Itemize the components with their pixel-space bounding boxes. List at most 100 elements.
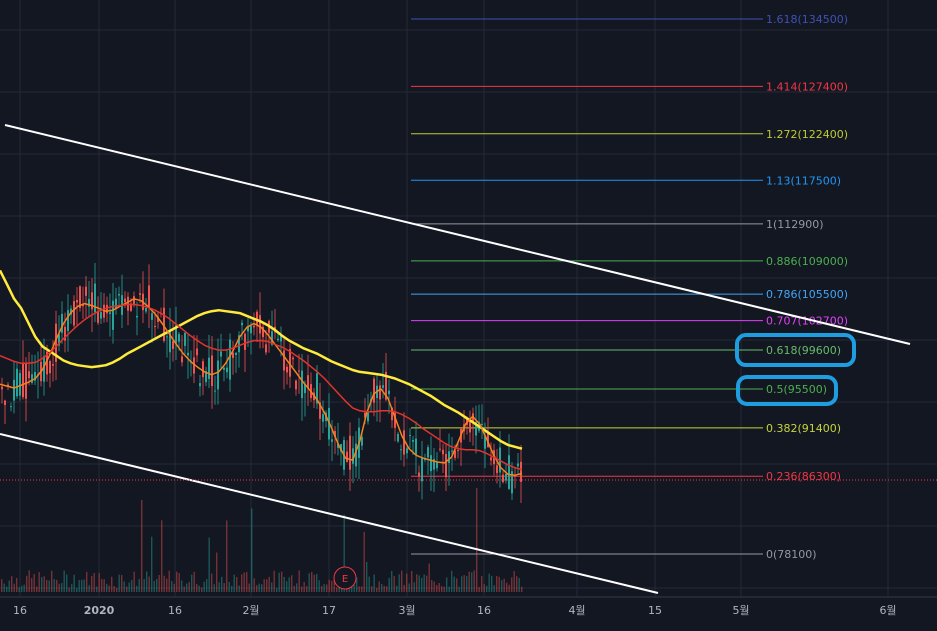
earnings-marker[interactable]: E	[333, 566, 357, 590]
volume-bar	[231, 585, 233, 592]
candle-body	[403, 430, 405, 455]
candle-body	[445, 453, 447, 478]
volume-bar	[256, 585, 258, 592]
volume-bar	[96, 586, 98, 592]
volume-bar	[283, 576, 285, 592]
volume-bar	[518, 577, 520, 592]
volume-bar	[38, 572, 40, 592]
volume-bar	[203, 581, 205, 592]
candle-body	[136, 315, 138, 318]
volume-bar	[101, 579, 103, 592]
candle-body	[10, 406, 12, 408]
price-channel	[0, 124, 911, 594]
volume-bar	[156, 578, 158, 592]
time-axis-tick-label: 16	[13, 604, 27, 617]
volume-bar	[126, 586, 128, 592]
candle-body	[304, 383, 306, 394]
volume-bar	[106, 583, 108, 592]
volume-bar	[483, 584, 485, 592]
candle-body	[100, 312, 102, 319]
candle-body	[367, 412, 369, 422]
candle-body	[448, 451, 450, 464]
candle-body	[64, 326, 66, 341]
volume-bar	[388, 577, 390, 592]
candle-body	[457, 450, 459, 452]
candle-body	[184, 332, 186, 346]
volume-bars	[1, 488, 523, 592]
volume-bar	[238, 585, 240, 592]
volume-bar	[261, 584, 263, 592]
volume-bar	[476, 488, 478, 592]
volume-bar	[21, 585, 23, 592]
volume-bar	[311, 571, 313, 592]
candle-body	[46, 351, 48, 375]
volume-bar	[133, 571, 135, 592]
candle-body	[139, 293, 141, 295]
candle-body	[73, 301, 75, 326]
volume-bar	[13, 583, 15, 592]
volume-bar	[128, 582, 130, 592]
volume-bar	[363, 531, 365, 592]
highlight-box	[736, 374, 838, 406]
earnings-marker-circle[interactable]	[333, 566, 357, 590]
volume-bar	[301, 586, 303, 592]
volume-bar	[131, 580, 133, 592]
candle-body	[247, 325, 249, 332]
volume-bar	[293, 585, 295, 592]
candle-body	[82, 304, 84, 307]
candle-body	[148, 285, 150, 308]
volume-bar	[433, 581, 435, 592]
volume-bar	[313, 574, 315, 592]
volume-bar	[496, 575, 498, 592]
candle-body	[469, 421, 471, 433]
volume-bar	[398, 574, 400, 592]
volume-bar	[121, 575, 123, 592]
volume-bar	[421, 577, 423, 592]
volume-bar	[51, 570, 53, 592]
volume-bar	[161, 520, 163, 592]
candle-body	[361, 437, 363, 446]
candle-body	[79, 286, 81, 308]
volume-bar	[6, 586, 8, 592]
volume-bar	[333, 579, 335, 592]
volume-bar	[198, 585, 200, 592]
candle-body	[208, 357, 210, 379]
candle-body	[265, 344, 267, 353]
fib-level-label: 0.786(105500)	[766, 288, 848, 301]
candle-body	[94, 283, 96, 313]
time-axis-tick-label: 2월	[242, 604, 259, 617]
candle-body	[154, 325, 156, 327]
volume-bar	[236, 577, 238, 592]
volume-bar	[386, 586, 388, 592]
volume-bar	[413, 582, 415, 592]
volume-bar	[448, 586, 450, 592]
volume-bar	[468, 571, 470, 592]
volume-bar	[403, 584, 405, 592]
volume-bar	[308, 573, 310, 592]
candle-body	[118, 294, 120, 296]
candle-body	[178, 334, 180, 342]
volume-bar	[276, 587, 278, 592]
volume-bar	[181, 580, 183, 592]
earnings-marker-label: E	[342, 574, 348, 585]
candle-body	[433, 458, 435, 470]
candle-body	[292, 357, 294, 360]
volume-bar	[428, 563, 430, 592]
candle-body	[22, 363, 24, 398]
candle-body	[520, 461, 522, 482]
volume-bar	[463, 575, 465, 592]
candle-body	[28, 371, 30, 379]
volume-bar	[11, 576, 13, 592]
fib-level-label: 1.13(117500)	[766, 174, 841, 187]
volume-bar	[228, 581, 230, 592]
candle-body	[379, 385, 381, 400]
volume-bar	[43, 576, 45, 592]
volume-bar	[116, 587, 118, 592]
volume-bar	[31, 578, 33, 592]
volume-bar	[431, 580, 433, 592]
volume-bar	[491, 575, 493, 592]
candle-body	[427, 447, 429, 458]
time-axis-tick-label: 3월	[398, 604, 415, 617]
volume-bar	[246, 572, 248, 592]
